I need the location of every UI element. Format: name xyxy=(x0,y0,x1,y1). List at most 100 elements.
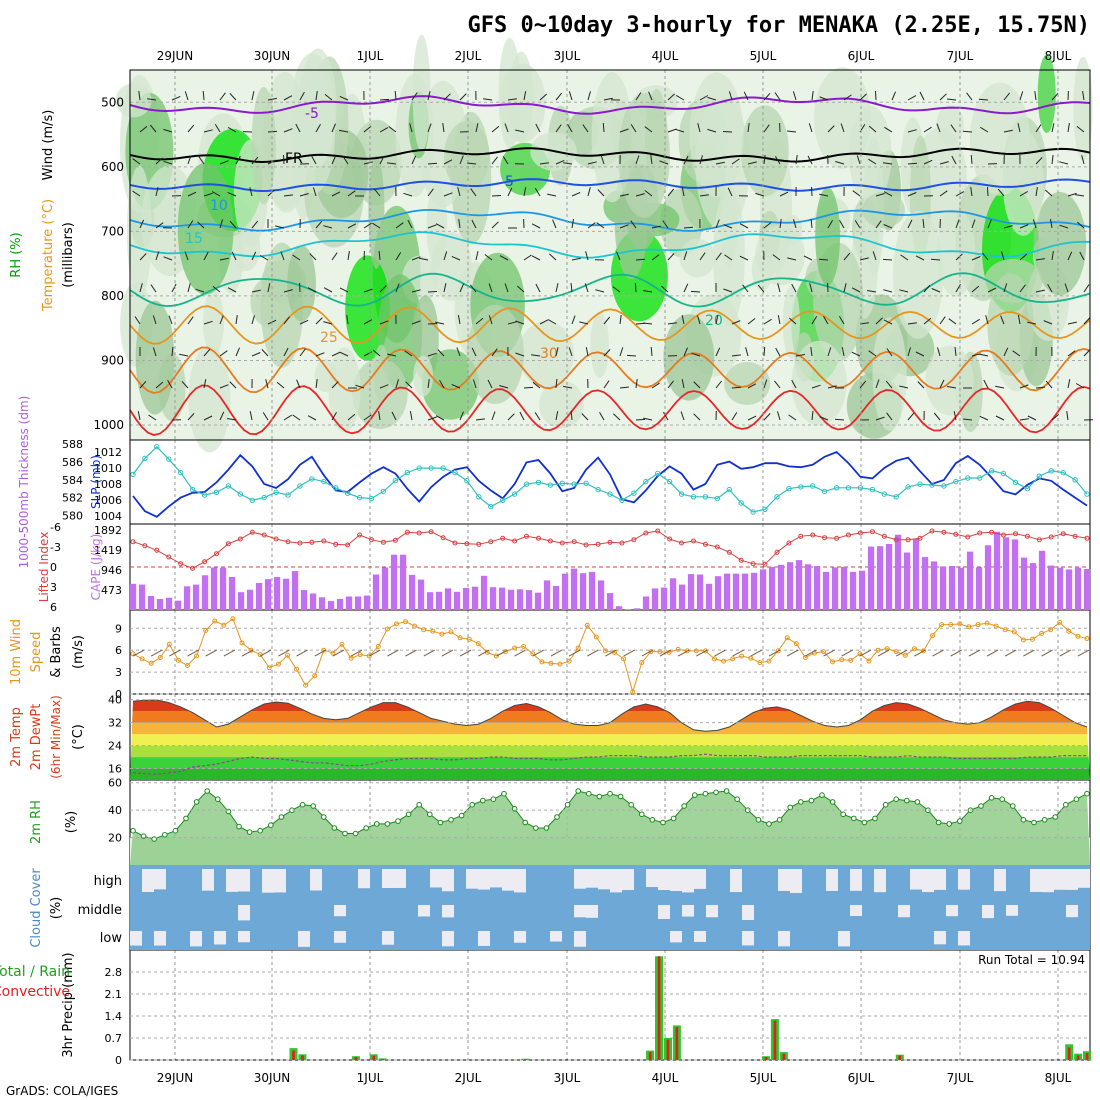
cape-bar xyxy=(561,573,569,610)
rh-contour-fill xyxy=(925,345,974,416)
rh2m-marker xyxy=(215,796,221,803)
isotherm-label: 15 xyxy=(185,231,203,247)
thickness-marker xyxy=(1048,468,1054,474)
isotherm-5 xyxy=(129,178,1091,193)
wind-barb xyxy=(724,254,733,261)
rh2m-marker xyxy=(1010,803,1016,809)
wind-barb xyxy=(584,283,589,293)
wind-barb xyxy=(923,317,932,325)
wind-barb xyxy=(697,315,701,325)
li-marker xyxy=(941,529,947,535)
wind-barb xyxy=(939,161,949,165)
cloud-gap xyxy=(274,869,286,893)
wind-barb xyxy=(747,318,756,325)
wind-speed-marker xyxy=(603,648,608,654)
wind-speed-marker xyxy=(1075,633,1081,639)
cloud-gap xyxy=(826,869,838,891)
cape-bar xyxy=(1065,569,1073,610)
wind-barb xyxy=(727,187,733,197)
wind-barb-10m xyxy=(750,649,763,657)
thickness-marker xyxy=(559,480,565,486)
wind-speed-marker xyxy=(312,673,318,679)
wind-barb xyxy=(626,354,637,357)
wind-barb xyxy=(427,224,437,229)
wind-barb xyxy=(409,411,413,421)
thickness-marker xyxy=(988,468,995,474)
wind-speed-marker xyxy=(911,646,917,652)
rh2m-marker xyxy=(437,819,444,826)
date-label-top: 6JUL xyxy=(848,49,875,63)
wind-barb xyxy=(339,351,349,357)
precip-convective-bar xyxy=(524,1059,527,1060)
dewpoint-line xyxy=(132,753,1087,775)
cloud-gap xyxy=(1066,905,1078,918)
wind-barb xyxy=(171,346,174,357)
cape-bar xyxy=(750,572,758,610)
cape-bar xyxy=(129,583,137,610)
wind-speed-marker xyxy=(712,656,717,662)
wind-barb xyxy=(690,290,701,293)
wind-barb-10m xyxy=(914,649,926,657)
wind-barb xyxy=(275,225,285,229)
wind-barb xyxy=(875,220,882,229)
precip-total-bar xyxy=(521,1058,530,1060)
cape-bar xyxy=(372,574,380,610)
li-line xyxy=(132,530,1088,569)
wind-barb-10m xyxy=(877,649,890,657)
wind-speed-marker xyxy=(521,644,527,649)
wind-barb xyxy=(667,322,677,325)
cape-bar xyxy=(300,590,308,610)
wind-barb-10m xyxy=(514,649,526,657)
date-label-bottom: 2JUL xyxy=(455,1071,482,1085)
rh-contour-fill xyxy=(1002,129,1044,236)
date-label-bottom: 8JUL xyxy=(1045,1071,1072,1085)
wind-barb xyxy=(603,97,613,101)
wind-barb xyxy=(882,258,893,261)
cape-bar xyxy=(273,577,281,610)
wind-barb xyxy=(347,223,357,229)
wind-barb xyxy=(235,347,240,357)
rh2m-marker xyxy=(776,817,783,823)
wind-barb xyxy=(339,129,349,133)
wind-barb xyxy=(331,411,337,421)
wind-barb xyxy=(859,93,867,101)
li-marker xyxy=(464,541,470,547)
wind-barb xyxy=(810,218,813,229)
cape-tick-label: 1892 xyxy=(94,524,122,537)
rh2m-marker xyxy=(162,832,168,838)
wind-barb xyxy=(571,191,581,197)
wind-speed-marker xyxy=(575,645,581,651)
wind-barb xyxy=(659,160,669,165)
precip-convective-bar xyxy=(301,1055,304,1060)
wind-barb-10m xyxy=(623,649,635,657)
wind-barb xyxy=(427,379,430,389)
wind-barb xyxy=(342,156,349,165)
wind-barb-10m xyxy=(532,649,545,657)
wind-barb xyxy=(411,92,418,101)
wind-barb xyxy=(612,286,621,293)
wind-units-label: (m/s) xyxy=(71,635,86,669)
rh-contour-fill xyxy=(936,105,964,145)
wind-barb xyxy=(555,92,563,101)
wind-speed-marker xyxy=(548,660,554,666)
rh2m-marker xyxy=(331,825,338,831)
wind-barb xyxy=(793,219,797,229)
wind-barb xyxy=(195,288,205,293)
wind-barb xyxy=(651,225,661,229)
cloud-units-label: (%) xyxy=(49,897,64,920)
wind-barb xyxy=(600,155,605,165)
slp-tick-label: 1012 xyxy=(94,446,122,459)
rh2m-marker xyxy=(957,818,963,824)
wind-barb-10m xyxy=(732,649,744,657)
cloud-gap xyxy=(190,931,202,947)
rh2m-marker xyxy=(978,803,984,809)
wind-barb-10m xyxy=(387,649,399,657)
cape-bar xyxy=(885,544,893,610)
cape-bar xyxy=(1056,567,1064,610)
wind-barb xyxy=(214,124,221,133)
wind-barb xyxy=(939,93,947,101)
wind-barb xyxy=(985,315,989,325)
wind-barb xyxy=(411,256,421,261)
rh2m-marker xyxy=(882,801,889,808)
wind-barb xyxy=(886,348,893,357)
